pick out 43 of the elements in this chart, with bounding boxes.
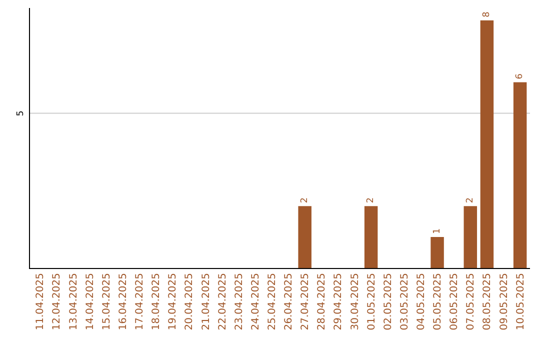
x-tick-label: 15.04.2025: [101, 273, 112, 330]
x-tick-label: 23.04.2025: [234, 273, 245, 330]
x-tick-label: 28.04.2025: [316, 273, 328, 330]
x-tick-label: 03.05.2025: [399, 273, 410, 330]
x-tick-label: 06.05.2025: [449, 273, 460, 330]
x-tick-label: 26.04.2025: [284, 273, 295, 330]
bar: [480, 20, 494, 268]
bar: [298, 206, 312, 268]
x-tick-label: 17.04.2025: [134, 273, 146, 330]
bar: [364, 206, 378, 268]
x-tick-label: 29.04.2025: [333, 273, 344, 330]
data-label: 2: [300, 197, 310, 204]
bar: [464, 206, 478, 268]
x-tick-label: 08.05.2025: [482, 273, 494, 330]
x-tick-label: 27.04.2025: [300, 273, 312, 330]
x-tick-label: 02.05.2025: [382, 273, 394, 330]
data-label: 2: [465, 197, 476, 204]
x-tick-label: 19.04.2025: [168, 273, 179, 330]
x-tick-label: 21.04.2025: [200, 273, 212, 330]
ref-line-label: 5: [16, 110, 26, 116]
x-tick-label: 16.04.2025: [118, 273, 129, 330]
x-tick-label: 24.04.2025: [250, 273, 262, 330]
x-tick-label: 30.04.2025: [350, 273, 361, 330]
x-tick-label: 09.05.2025: [498, 273, 510, 330]
x-tick-label: 12.04.2025: [52, 273, 63, 330]
x-tick-label: 18.04.2025: [151, 273, 162, 330]
bar: [430, 237, 444, 268]
bar: [513, 82, 527, 268]
data-label: 6: [515, 73, 526, 80]
data-label: 2: [366, 197, 376, 204]
x-tick-label: 25.04.2025: [266, 273, 278, 330]
x-tick-label: 01.05.2025: [366, 273, 378, 330]
x-tick-label: 05.05.2025: [432, 273, 444, 330]
x-tick-label: 20.04.2025: [184, 273, 196, 330]
x-tick-label: 11.04.2025: [35, 273, 46, 330]
x-tick-label: 14.04.2025: [84, 273, 96, 330]
x-tick-label: 13.04.2025: [68, 273, 80, 330]
data-label: 8: [482, 11, 492, 18]
x-tick-label: 04.05.2025: [416, 273, 427, 330]
data-label: 1: [432, 228, 442, 234]
x-tick-label: 22.04.2025: [217, 273, 228, 330]
x-tick-label: 10.05.2025: [515, 273, 526, 330]
x-tick-label: 07.05.2025: [466, 273, 477, 330]
